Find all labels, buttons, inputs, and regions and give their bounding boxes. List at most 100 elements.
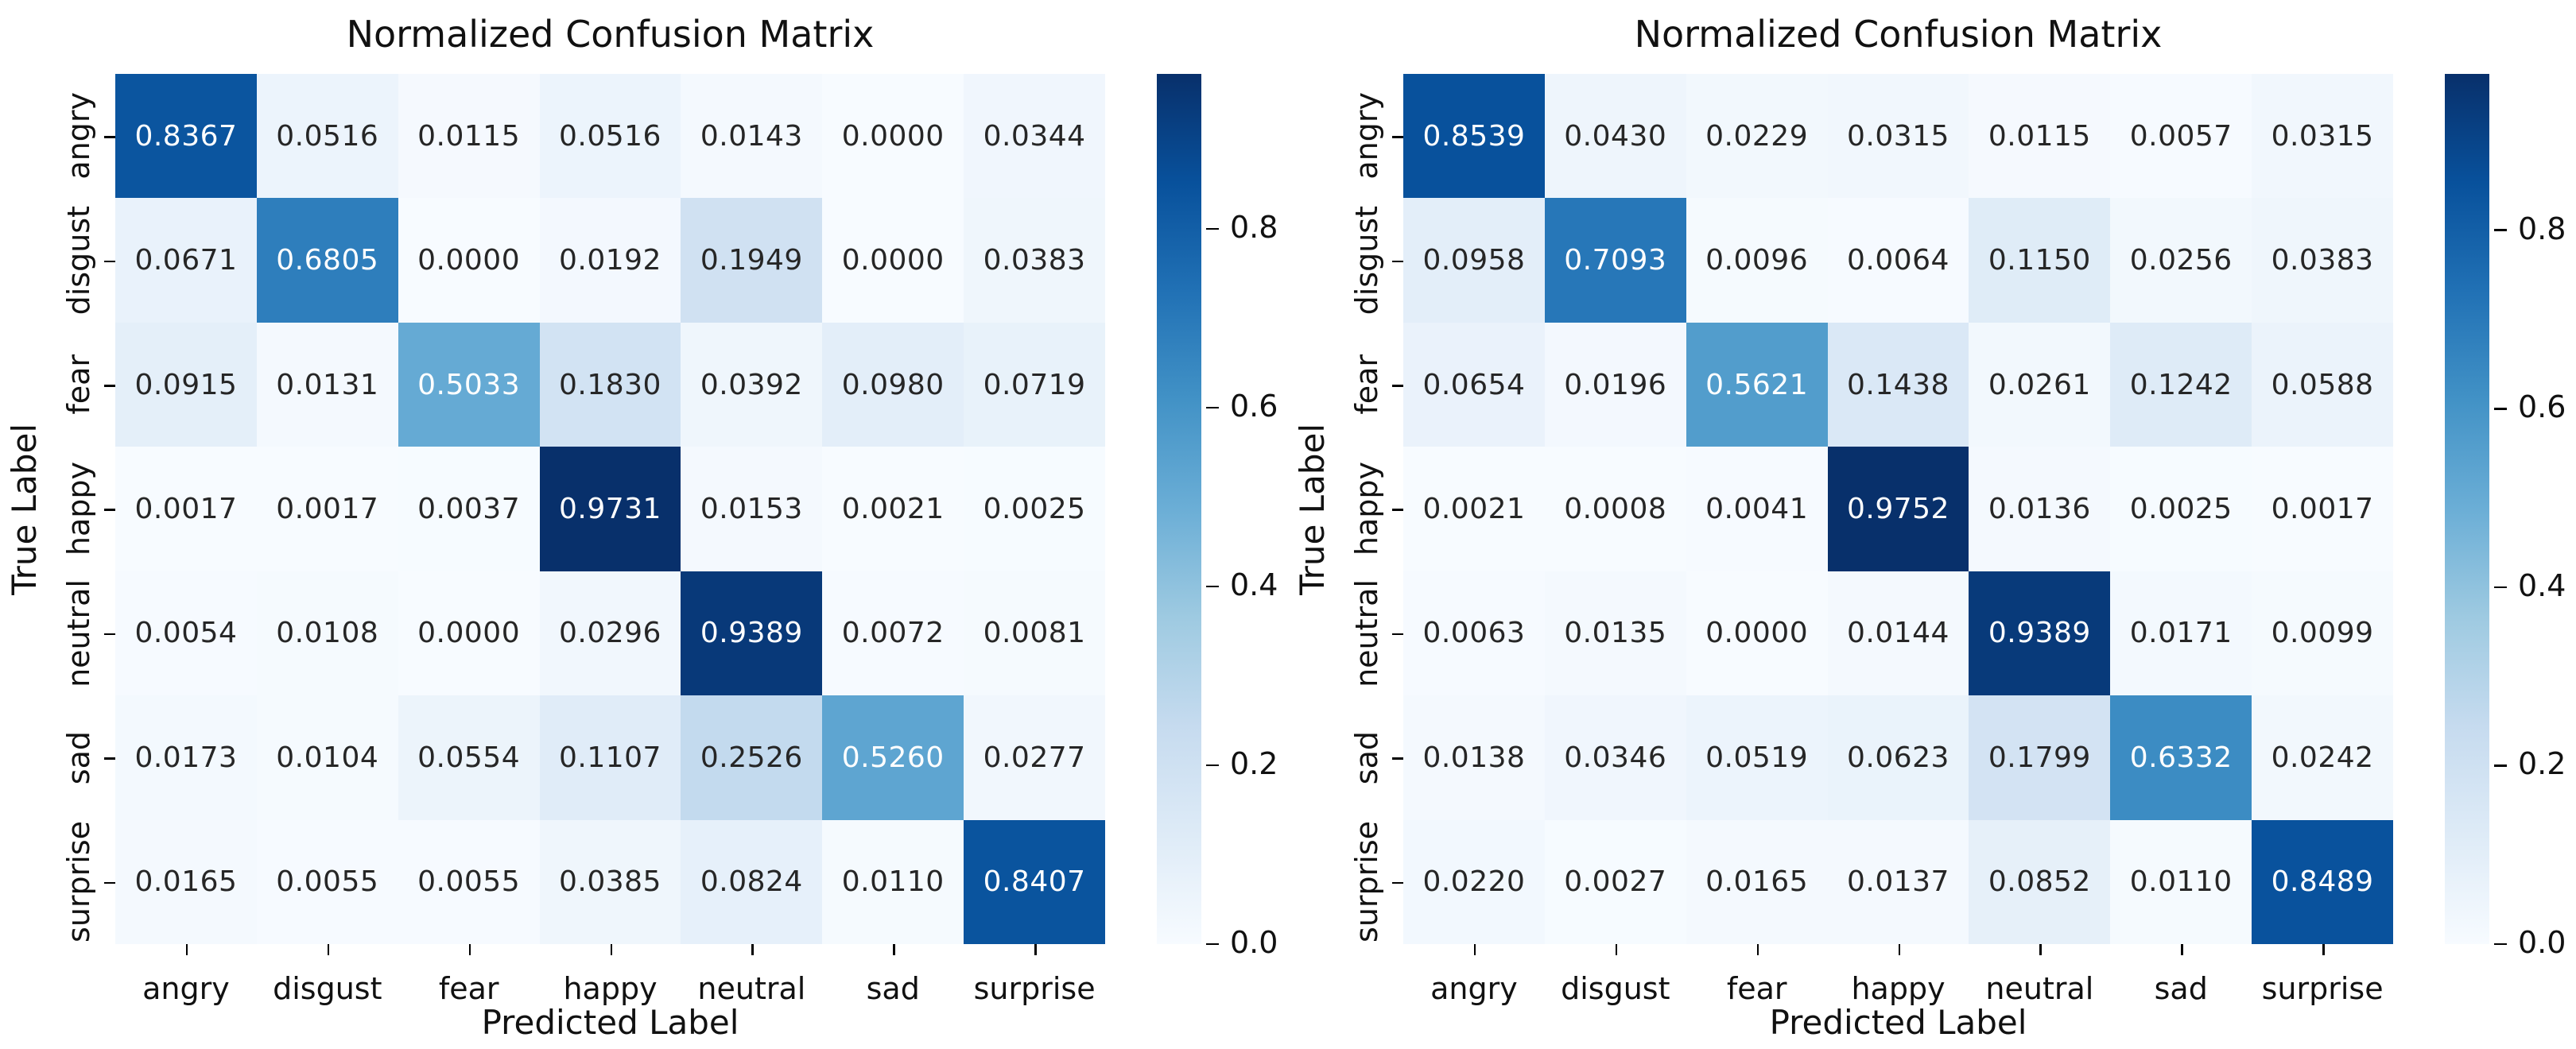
y-tick-label: angry — [1349, 92, 1384, 180]
y-tick-surprise: surprise — [1334, 820, 1403, 944]
y-tick-label: neutral — [1349, 579, 1384, 687]
y-axis-label: True Label — [4, 423, 44, 595]
y-tick-label: angry — [61, 92, 96, 180]
heatmap-cell: 0.0153 — [681, 447, 823, 571]
confusion-matrix-panel-left: Normalized Confusion Matrix True Label a… — [4, 13, 1278, 1042]
heatmap-cell: 0.0108 — [256, 571, 398, 696]
heatmap-cell: 0.0143 — [681, 74, 823, 199]
heatmap-cell: 0.0719 — [964, 322, 1105, 447]
confusion-matrix-panel-right: Normalized Confusion Matrix True Label a… — [1288, 0, 2576, 1049]
heatmap-cell: 0.6805 — [256, 198, 398, 323]
heatmap-cell: 0.8539 — [1403, 74, 1545, 199]
x-tick-label: happy — [563, 971, 658, 1006]
heatmap-cell: 0.0315 — [2252, 74, 2393, 199]
y-tick-label: sad — [61, 730, 96, 784]
heatmap-cell: 0.0136 — [1969, 447, 2111, 571]
x-tick-label: surprise — [973, 971, 1096, 1006]
heatmap-grid: 0.8539 0.0430 0.0229 0.0315 0.0115 0.0057 0.03… — [1403, 74, 2393, 944]
x-tick-label: angry — [142, 971, 230, 1006]
heatmap-cell: 0.1107 — [539, 695, 681, 820]
tick-mark — [1392, 136, 1403, 138]
heatmap-cell: 0.0017 — [2252, 447, 2393, 571]
tick-mark — [104, 757, 115, 760]
tick-mark — [1615, 944, 1618, 955]
x-axis-label: Predicted Label — [1769, 1003, 2027, 1042]
heatmap-cell: 0.0138 — [1403, 695, 1545, 820]
y-tick-surprise: surprise — [46, 820, 115, 944]
y-tick-label: sad — [1349, 730, 1384, 784]
x-tick-label: sad — [2154, 971, 2208, 1006]
y-tick-label: disgust — [61, 205, 96, 315]
tick-mark — [2494, 943, 2507, 946]
heatmap-cell: 0.0671 — [115, 198, 257, 323]
heatmap-cell: 0.0096 — [1686, 198, 1828, 323]
tick-mark — [2494, 764, 2507, 767]
y-tick-neutral: neutral — [1334, 571, 1403, 695]
tick-mark — [1034, 944, 1037, 955]
x-tick-label: neutral — [697, 971, 806, 1006]
heatmap-cell: 0.0256 — [2110, 198, 2252, 323]
heatmap-cell: 0.0025 — [2110, 447, 2252, 571]
tick-mark — [1392, 757, 1403, 760]
heatmap-cell: 0.0037 — [398, 447, 540, 571]
y-tick-label: surprise — [61, 821, 96, 943]
heatmap-cell: 0.1150 — [1969, 198, 2111, 323]
chart-title: Normalized Confusion Matrix — [1634, 13, 2163, 56]
tick-mark — [185, 944, 188, 955]
heatmap-cell: 0.0000 — [822, 74, 964, 199]
x-tick-labels: angry disgust fear happy neutral sad surprise — [115, 944, 1105, 1008]
heatmap-cell: 0.0072 — [822, 571, 964, 696]
y-tick-fear: fear — [1334, 323, 1403, 447]
tick-mark — [327, 944, 330, 955]
y-tick-label: disgust — [1349, 205, 1384, 315]
heatmap-cell: 0.0063 — [1403, 571, 1545, 696]
tick-mark — [1206, 585, 1219, 588]
colorbar-tick-label: 0.6 — [1230, 388, 1278, 424]
heatmap-cell: 0.0392 — [681, 322, 823, 447]
y-tick-label: surprise — [1349, 821, 1384, 943]
heatmap-cell: 0.0385 — [539, 819, 681, 944]
colorbar-tick-label: 0.2 — [2518, 746, 2566, 782]
y-tick-angry: angry — [46, 74, 115, 198]
heatmap-cell: 0.0915 — [115, 322, 257, 447]
heatmap-cell: 0.0171 — [2110, 571, 2252, 696]
heatmap-cell: 0.0220 — [1403, 819, 1545, 944]
tick-mark — [104, 136, 115, 138]
y-tick-labels: angry disgust fear happy neutral sad surprise — [1334, 74, 1403, 944]
heatmap-cell: 0.5260 — [822, 695, 964, 820]
heatmap-cell: 0.0173 — [115, 695, 257, 820]
y-tick-label: neutral — [61, 579, 96, 687]
x-tick-label: disgust — [1561, 971, 1670, 1006]
tick-mark — [2494, 586, 2507, 589]
heatmap-cell: 0.0654 — [1403, 322, 1545, 447]
tick-mark — [1206, 764, 1219, 767]
heatmap-cell: 0.0054 — [115, 571, 257, 696]
heatmap-cell: 0.1949 — [681, 198, 823, 323]
tick-mark — [104, 260, 115, 263]
x-tick-label: surprise — [2261, 971, 2384, 1006]
y-tick-disgust: disgust — [1334, 198, 1403, 322]
tick-mark — [2039, 944, 2042, 955]
colorbar: 0.8 0.6 0.4 0.2 0.0 — [2445, 74, 2566, 960]
heatmap-cell: 0.9389 — [1969, 571, 2111, 696]
heatmap-cell: 0.0064 — [1827, 198, 1969, 323]
heatmap-cell: 0.0025 — [964, 447, 1105, 571]
heatmap-cell: 0.0165 — [1686, 819, 1828, 944]
heatmap-cell: 0.0980 — [822, 322, 964, 447]
y-tick-sad: sad — [46, 695, 115, 819]
tick-mark — [104, 633, 115, 636]
heatmap-cell: 0.0104 — [256, 695, 398, 820]
heatmap-cell: 0.0017 — [115, 447, 257, 571]
heatmap-cell: 0.0519 — [1686, 695, 1828, 820]
tick-mark — [1206, 943, 1219, 946]
x-tick-neutral: neutral — [681, 944, 822, 1008]
y-tick-disgust: disgust — [46, 198, 115, 322]
heatmap-cell: 0.0081 — [964, 571, 1105, 696]
heatmap-cell: 0.0008 — [1544, 447, 1686, 571]
y-tick-fear: fear — [46, 323, 115, 447]
x-tick-disgust: disgust — [257, 944, 398, 1008]
heatmap-cell: 0.0057 — [2110, 74, 2252, 199]
heatmap-cell: 0.0017 — [256, 447, 398, 571]
tick-mark — [104, 881, 115, 884]
tick-mark — [1392, 260, 1403, 263]
